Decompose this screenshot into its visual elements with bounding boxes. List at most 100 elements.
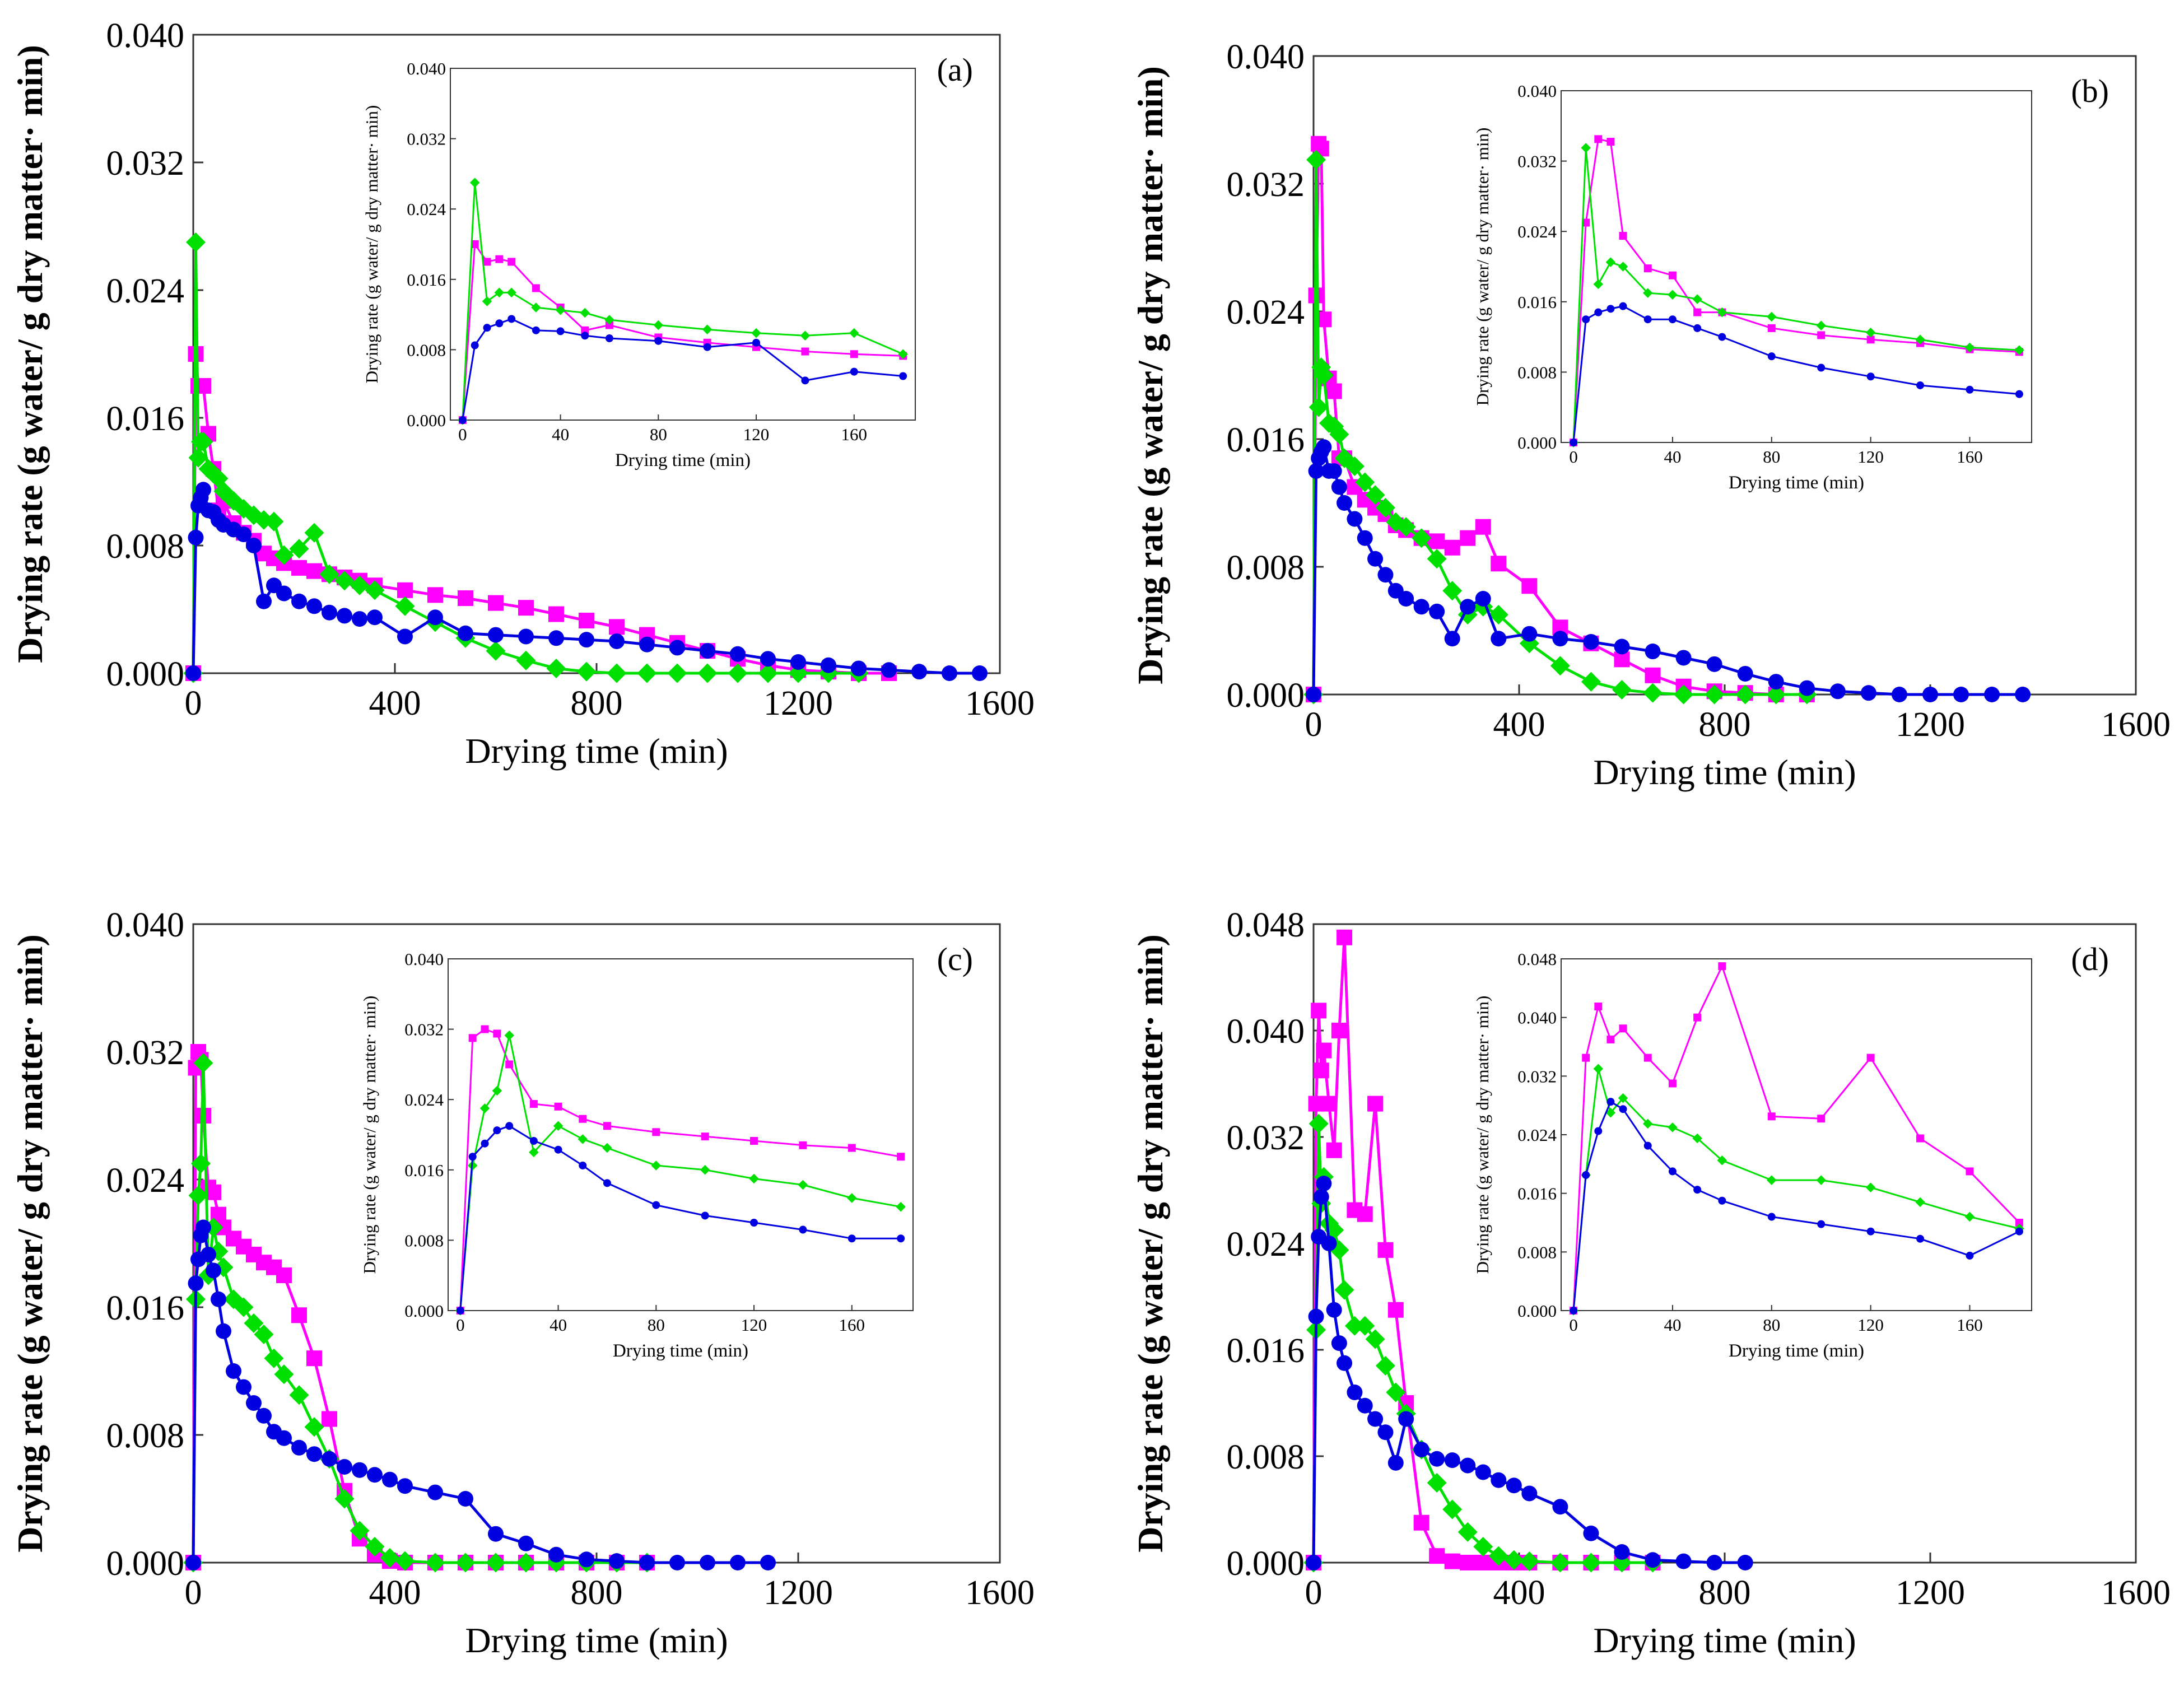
x-tick-label: 120 bbox=[1857, 1315, 1884, 1335]
data-point-blue bbox=[322, 1451, 337, 1467]
x-tick-label: 400 bbox=[369, 684, 421, 723]
y-tick-label: 0.032 bbox=[1227, 166, 1305, 204]
data-point-magenta bbox=[609, 619, 625, 635]
data-point-green bbox=[274, 545, 294, 565]
data-point-green bbox=[751, 328, 761, 338]
data-point-blue bbox=[367, 609, 383, 626]
x-tick-label: 800 bbox=[571, 684, 623, 723]
series-blue bbox=[1570, 1098, 2023, 1315]
data-point-magenta bbox=[1718, 962, 1726, 971]
data-point-green bbox=[849, 328, 859, 338]
x-tick-label: 40 bbox=[552, 425, 569, 444]
data-point-magenta bbox=[1316, 1042, 1332, 1059]
y-axis-label: Drying rate (g water/ g dry matter· min) bbox=[1130, 66, 1170, 684]
data-point-blue bbox=[700, 643, 715, 659]
data-point-blue bbox=[1767, 1213, 1776, 1221]
data-point-magenta bbox=[554, 1102, 562, 1111]
x-tick-label: 120 bbox=[743, 425, 770, 444]
data-point-magenta bbox=[507, 258, 516, 266]
data-point-blue bbox=[201, 1246, 216, 1262]
data-point-blue bbox=[1922, 687, 1938, 702]
y-tick-label: 0.008 bbox=[1517, 362, 1557, 382]
data-point-magenta bbox=[1521, 578, 1538, 594]
data-point-blue bbox=[468, 1153, 477, 1161]
data-point-magenta bbox=[306, 563, 322, 579]
x-tick-label: 120 bbox=[1857, 447, 1884, 467]
y-tick-label: 0.040 bbox=[106, 906, 185, 944]
y-axis-label: Drying rate (g water/ g dry matter· min) bbox=[10, 934, 50, 1553]
y-axis-label: Drying rate (g water/ g dry matter· min) bbox=[1130, 934, 1170, 1553]
data-point-blue bbox=[1916, 1234, 1925, 1243]
x-tick-label: 1600 bbox=[2101, 706, 2171, 744]
data-point-green bbox=[1344, 456, 1365, 476]
data-point-blue bbox=[518, 628, 534, 645]
x-tick-label: 80 bbox=[1763, 1315, 1780, 1335]
data-point-green bbox=[191, 1154, 211, 1173]
data-point-blue bbox=[337, 1459, 352, 1475]
data-point-blue bbox=[1668, 1167, 1677, 1176]
data-point-green bbox=[1550, 656, 1570, 676]
data-point-green bbox=[1612, 679, 1632, 700]
data-point-green bbox=[1717, 1155, 1727, 1166]
plot-a-inset: 0.000 0.008 0.016 0.024 0.032 0.040 0 40 80 120 16… bbox=[362, 59, 916, 470]
y-tick-label: 0.008 bbox=[106, 1417, 185, 1455]
data-point-green bbox=[1618, 1093, 1628, 1103]
x-tick-label: 1200 bbox=[1896, 706, 1965, 744]
x-axis-label: Drying time (min) bbox=[1729, 1341, 1864, 1361]
data-point-blue bbox=[1799, 680, 1815, 696]
data-point-blue bbox=[1429, 603, 1445, 619]
data-point-magenta bbox=[652, 1128, 660, 1136]
x-tick-label: 800 bbox=[1699, 1574, 1751, 1612]
series-blue bbox=[458, 315, 907, 424]
data-point-blue bbox=[471, 341, 479, 349]
data-point-green bbox=[1427, 1473, 1447, 1493]
x-axis-label: Drying time (min) bbox=[465, 731, 728, 771]
data-point-green bbox=[365, 580, 385, 600]
y-tick-label: 0.016 bbox=[1517, 1184, 1557, 1204]
y-tick-label: 0.024 bbox=[1517, 1125, 1557, 1145]
data-point-blue bbox=[1583, 633, 1599, 650]
data-point-blue bbox=[1718, 1196, 1726, 1205]
y-axis-label: Drying rate (g water/ g dry matter· min) bbox=[10, 45, 50, 663]
data-point-blue bbox=[2015, 390, 2023, 398]
y-tick-label: 0.000 bbox=[1227, 1545, 1305, 1583]
data-point-green bbox=[1816, 1175, 1826, 1185]
data-point-blue bbox=[1966, 1251, 1974, 1260]
x-axis-label: Drying time (min) bbox=[1593, 1620, 1856, 1660]
data-point-green bbox=[319, 564, 339, 584]
data-point-green bbox=[1442, 581, 1463, 601]
data-point-blue bbox=[1582, 315, 1590, 324]
data-point-blue bbox=[352, 1462, 367, 1478]
y-tick-label: 0.008 bbox=[404, 1230, 444, 1250]
data-point-blue bbox=[847, 1234, 856, 1243]
data-point-green bbox=[1915, 334, 1925, 345]
data-point-blue bbox=[1337, 495, 1353, 511]
data-point-green bbox=[425, 1553, 445, 1573]
data-point-magenta bbox=[468, 1034, 477, 1042]
data-point-blue bbox=[291, 593, 307, 609]
series-green bbox=[455, 1030, 906, 1316]
data-point-green bbox=[1519, 1551, 1539, 1572]
data-point-blue bbox=[397, 1478, 413, 1494]
series-blue bbox=[1306, 439, 2031, 702]
data-point-blue bbox=[579, 1551, 594, 1568]
data-point-green bbox=[697, 663, 718, 683]
plot-frame bbox=[1561, 90, 2032, 443]
data-point-green bbox=[334, 571, 355, 591]
data-point-blue bbox=[1367, 551, 1384, 567]
x-tick-label: 0 bbox=[1569, 447, 1578, 467]
y-axis-label: Drying rate (g water/ g dry matter· min) bbox=[1473, 996, 1492, 1274]
y-tick-label: 0.008 bbox=[106, 528, 185, 566]
data-point-green bbox=[365, 1537, 385, 1556]
data-point-blue bbox=[1347, 511, 1363, 527]
data-point-blue bbox=[1552, 1499, 1568, 1515]
y-tick-label: 0.000 bbox=[106, 655, 185, 693]
y-tick-label: 0.032 bbox=[1227, 1119, 1305, 1157]
data-point-magenta bbox=[488, 595, 504, 611]
data-point-blue bbox=[1308, 463, 1324, 479]
data-point-blue bbox=[382, 1471, 398, 1488]
data-point-magenta bbox=[1693, 308, 1702, 316]
data-point-green bbox=[289, 539, 309, 559]
data-point-magenta bbox=[1668, 1079, 1677, 1088]
